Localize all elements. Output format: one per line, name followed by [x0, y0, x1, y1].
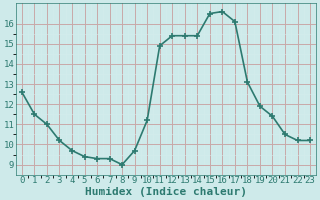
X-axis label: Humidex (Indice chaleur): Humidex (Indice chaleur): [85, 186, 247, 197]
